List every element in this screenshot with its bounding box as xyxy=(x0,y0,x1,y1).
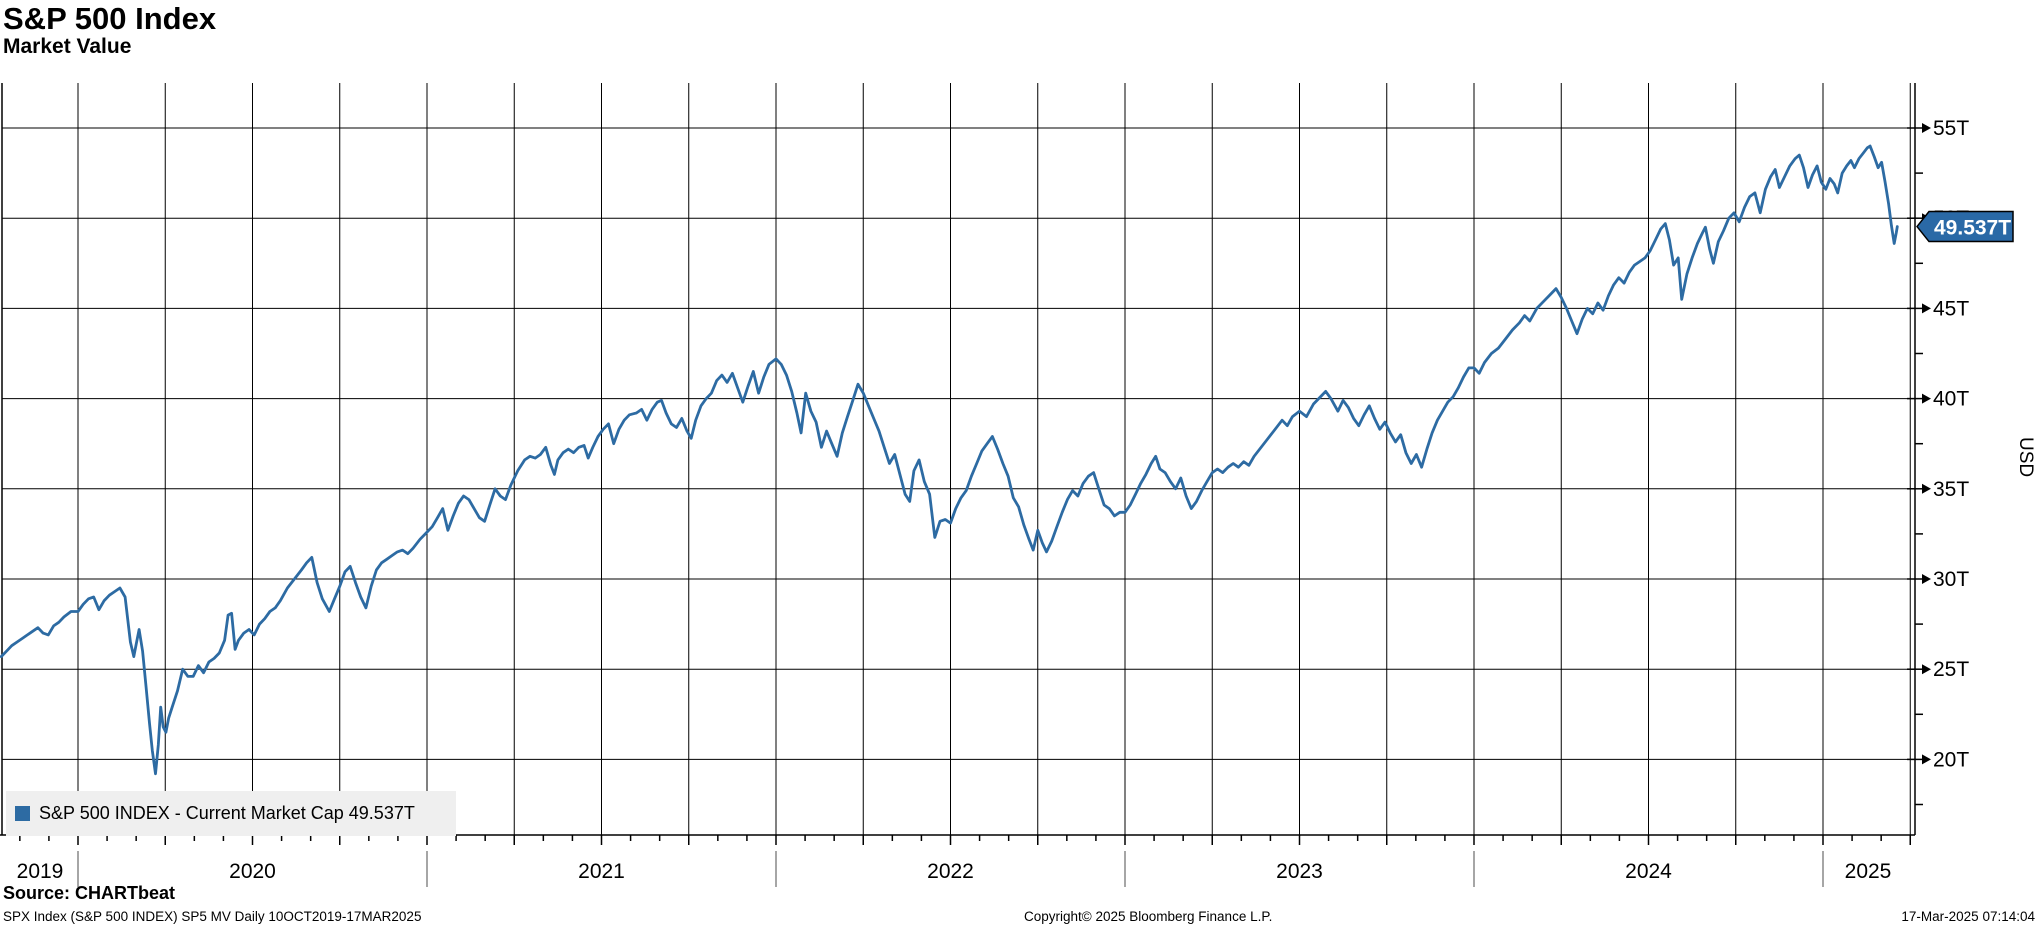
ticker-details-line: SPX Index (S&P 500 INDEX) SP5 MV Daily 1… xyxy=(3,909,422,924)
y-tick-arrow-icon xyxy=(1922,754,1931,765)
legend: S&P 500 INDEX - Current Market Cap 49.53… xyxy=(6,791,456,836)
copyright-line: Copyright© 2025 Bloomberg Finance L.P. xyxy=(1024,909,1273,924)
y-axis-label: 25T xyxy=(1933,658,1969,681)
x-year-label: 2019 xyxy=(17,860,64,883)
y-axis-label: 35T xyxy=(1933,478,1969,501)
y-axis-label: 45T xyxy=(1933,297,1969,320)
y-tick-arrow-icon xyxy=(1922,664,1931,675)
x-year-label: 2021 xyxy=(578,860,625,883)
y-tick-arrow-icon xyxy=(1922,303,1931,314)
x-year-label: 2024 xyxy=(1625,860,1672,883)
y-axis-label: 20T xyxy=(1933,748,1969,771)
y-axis-label: 55T xyxy=(1933,117,1969,140)
legend-label: S&P 500 INDEX - Current Market Cap 49.53… xyxy=(39,803,415,823)
y-tick-arrow-icon xyxy=(1922,123,1931,133)
x-year-label: 2023 xyxy=(1276,860,1323,883)
y-axis-label: 40T xyxy=(1933,388,1969,411)
x-year-label: 2025 xyxy=(1845,860,1892,883)
x-year-label: 2022 xyxy=(927,860,974,883)
page-title: S&P 500 Index xyxy=(3,1,217,36)
price-line xyxy=(0,144,1899,776)
timestamp: 17-Mar-2025 07:14:04 xyxy=(1901,909,2035,924)
y-tick-arrow-icon xyxy=(1922,574,1931,584)
source-line: Source: CHARTbeat xyxy=(3,883,176,903)
last-price-tag-label: 49.537T xyxy=(1934,217,2011,240)
y-tick-arrow-icon xyxy=(1922,393,1931,404)
page-subtitle: Market Value xyxy=(3,35,132,58)
last-price-tag xyxy=(1916,210,2014,243)
legend-swatch-icon xyxy=(15,806,30,821)
y-axis-title: USD xyxy=(2015,437,2036,478)
y-tick-arrow-icon xyxy=(1922,483,1931,494)
y-axis-label: 30T xyxy=(1933,568,1969,591)
x-year-label: 2020 xyxy=(229,860,276,883)
